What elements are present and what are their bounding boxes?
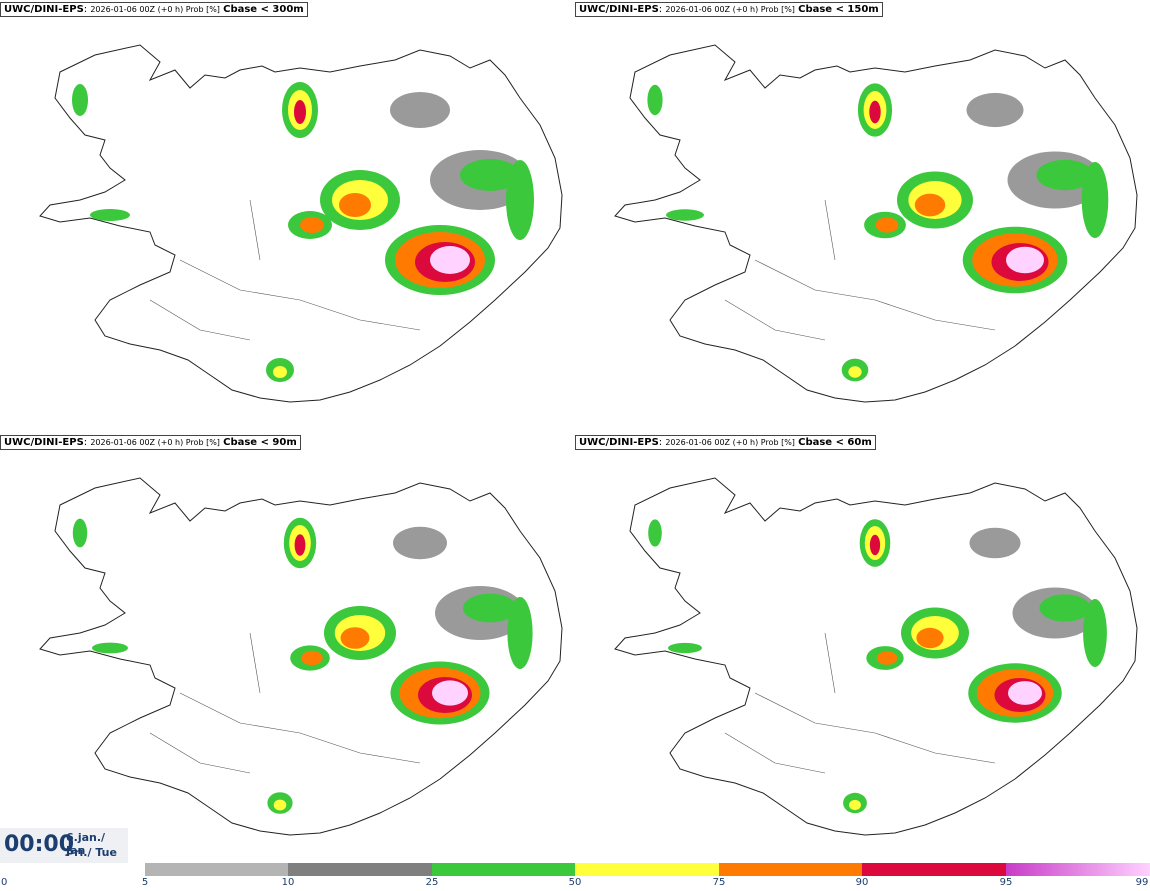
probability-area — [339, 193, 371, 217]
panel-title: UWC/DINI-EPS: 2026-01-06 00Z (+0 h) Prob… — [575, 2, 883, 17]
iceland-map — [614, 44, 1138, 403]
legend-tick: 0 — [1, 877, 8, 888]
boundary-lines — [149, 199, 421, 341]
panel-title: UWC/DINI-EPS: 2026-01-06 00Z (+0 h) Prob… — [0, 2, 308, 17]
color-legend: 0 5 10 25 50 75 90 95 99 — [0, 862, 1150, 891]
probability-area — [1036, 159, 1094, 191]
probability-area — [848, 366, 862, 378]
legend-color-segment — [575, 863, 719, 876]
condition-label: Cbase < 90m — [223, 437, 297, 448]
probability-area — [849, 799, 861, 811]
probability-area — [966, 92, 1024, 128]
probability-area — [506, 160, 534, 240]
iceland-map — [39, 477, 563, 836]
probability-area — [668, 642, 702, 654]
probability-area — [1006, 246, 1044, 274]
run-info: 2026-01-06 00Z (+0 h) Prob [%] — [665, 438, 795, 447]
probability-area — [647, 84, 663, 116]
condition-label: Cbase < 300m — [223, 4, 304, 15]
legend-tick: 99 — [1135, 877, 1149, 888]
probability-area — [294, 534, 306, 556]
probability-area — [390, 92, 450, 128]
probability-area — [666, 209, 704, 221]
probability-area — [393, 526, 447, 560]
condition-label: Cbase < 150m — [798, 4, 879, 15]
valid-time-box: 00:00 6.jan./ Jan Þri./ Tue — [0, 828, 128, 863]
probability-area — [1008, 681, 1042, 705]
probability-area — [1083, 599, 1107, 667]
boundary-lines — [149, 632, 421, 774]
legend-tick: 25 — [425, 877, 439, 888]
run-info: 2026-01-06 00Z (+0 h) Prob [%] — [665, 5, 795, 14]
legend-color-segment — [145, 863, 288, 876]
legend-tick: 75 — [712, 877, 726, 888]
legend-tick: 50 — [568, 877, 582, 888]
valid-date: 6.jan./ Jan — [66, 831, 106, 857]
probability-area — [90, 209, 130, 221]
model-name: UWC/DINI-EPS — [579, 4, 659, 15]
legend-tick: 5 — [141, 877, 149, 888]
legend-color-segment — [288, 863, 432, 876]
run-info: 2026-01-06 00Z (+0 h) Prob [%] — [90, 5, 220, 14]
probability-area — [869, 534, 881, 556]
legend-tick: 90 — [855, 877, 869, 888]
probability-area — [300, 217, 324, 233]
legend-color-segment — [719, 863, 862, 876]
condition-label: Cbase < 60m — [798, 437, 872, 448]
map-panel-90m: UWC/DINI-EPS: 2026-01-06 00Z (+0 h) Prob… — [0, 433, 575, 863]
map-panel-150m: UWC/DINI-EPS: 2026-01-06 00Z (+0 h) Prob… — [575, 0, 1150, 430]
probability-area — [273, 799, 287, 811]
probability-area — [430, 246, 470, 274]
legend-tick: 10 — [281, 877, 295, 888]
probability-area — [463, 593, 517, 623]
map-panel-300m: UWC/DINI-EPS: 2026-01-06 00Z (+0 h) Prob… — [0, 0, 575, 430]
probability-area — [72, 84, 88, 116]
valid-weekday: Þri./ Tue — [66, 846, 117, 859]
model-name: UWC/DINI-EPS — [4, 4, 84, 15]
legend-tick: 95 — [999, 877, 1013, 888]
probability-area — [294, 100, 306, 124]
probability-area — [460, 159, 520, 191]
legend-color-segment — [432, 863, 575, 876]
model-name: UWC/DINI-EPS — [579, 437, 659, 448]
probability-area — [969, 527, 1021, 559]
map-panel-60m: UWC/DINI-EPS: 2026-01-06 00Z (+0 h) Prob… — [575, 433, 1150, 863]
probability-area — [1039, 594, 1091, 622]
model-name: UWC/DINI-EPS — [4, 437, 84, 448]
probability-area — [869, 100, 881, 124]
probability-area — [648, 519, 662, 547]
probability-area — [340, 627, 370, 649]
iceland-map — [39, 44, 563, 403]
iceland-map — [614, 477, 1138, 836]
probability-area — [876, 651, 898, 665]
probability-area — [72, 518, 88, 548]
probability-area — [916, 627, 944, 649]
probability-area — [273, 366, 287, 378]
legend-color-segment — [1006, 863, 1150, 876]
probability-area — [432, 680, 468, 706]
boundary-lines — [724, 632, 996, 774]
probability-area — [914, 193, 946, 217]
legend-color-segment — [862, 863, 1006, 876]
probability-area — [301, 650, 323, 666]
probability-area — [875, 217, 899, 233]
probability-area — [507, 597, 533, 669]
probability-area — [1081, 162, 1109, 238]
run-info: 2026-01-06 00Z (+0 h) Prob [%] — [90, 438, 220, 447]
panel-title: UWC/DINI-EPS: 2026-01-06 00Z (+0 h) Prob… — [0, 435, 301, 450]
valid-time-clock: 00:00 — [4, 832, 75, 857]
boundary-lines — [724, 199, 996, 341]
panel-title: UWC/DINI-EPS: 2026-01-06 00Z (+0 h) Prob… — [575, 435, 876, 450]
probability-area — [92, 642, 128, 654]
